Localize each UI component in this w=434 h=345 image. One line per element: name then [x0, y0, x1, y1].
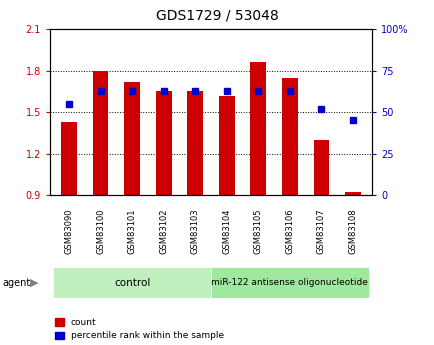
Bar	[313, 140, 329, 195]
Text: agent: agent	[2, 278, 30, 288]
Bar	[250, 62, 266, 195]
Text: GSM83108: GSM83108	[348, 208, 357, 254]
Bar	[61, 122, 77, 195]
Text: GSM83104: GSM83104	[222, 208, 231, 254]
Text: GSM83107: GSM83107	[316, 208, 325, 254]
Bar	[92, 71, 108, 195]
Text: GSM83102: GSM83102	[159, 208, 168, 254]
Bar	[218, 96, 234, 195]
Bar	[281, 78, 297, 195]
Bar	[155, 91, 171, 195]
Text: ▶: ▶	[30, 278, 38, 288]
Bar	[187, 91, 203, 195]
Text: GSM83100: GSM83100	[96, 208, 105, 254]
Text: GSM83090: GSM83090	[64, 208, 73, 254]
Bar	[210, 267, 368, 298]
Text: miR-122 antisense oligonucleotide: miR-122 antisense oligonucleotide	[211, 278, 368, 287]
Bar	[53, 267, 210, 298]
Bar	[124, 82, 140, 195]
Text: control: control	[114, 278, 150, 288]
Text: GSM83101: GSM83101	[127, 208, 136, 254]
Text: GSM83106: GSM83106	[285, 208, 294, 254]
Text: GSM83103: GSM83103	[190, 208, 199, 254]
Bar	[344, 192, 360, 195]
Legend: count, percentile rank within the sample: count, percentile rank within the sample	[54, 318, 224, 341]
Text: GSM83105: GSM83105	[253, 208, 262, 254]
Text: GDS1729 / 53048: GDS1729 / 53048	[156, 9, 278, 23]
